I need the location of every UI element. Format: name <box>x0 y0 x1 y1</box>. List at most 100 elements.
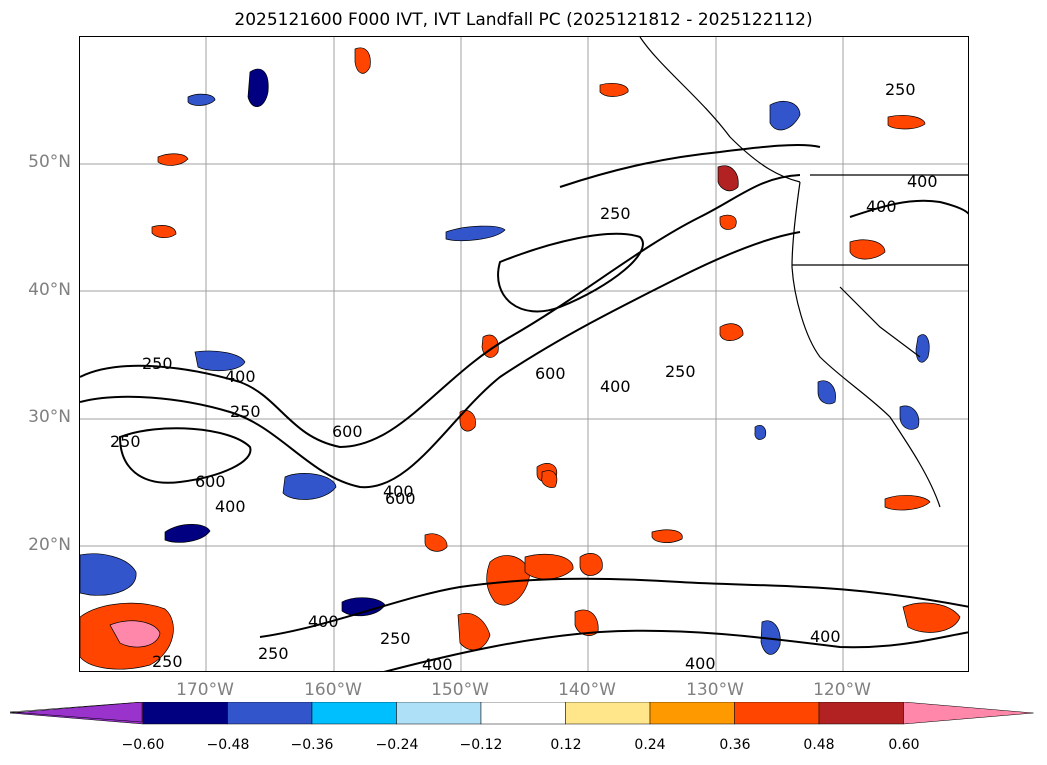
lon-label-150w: 150°W <box>431 680 489 700</box>
contour-label-1: 250 <box>142 354 173 373</box>
blob-w-blue-1 <box>194 350 246 372</box>
blob-w-navy <box>164 524 211 543</box>
blob-e-red-2 <box>719 323 744 341</box>
colorbar-segment-2 <box>227 702 313 725</box>
contour-label-12: 250 <box>665 362 696 381</box>
blob-c-red-3 <box>424 533 448 552</box>
colorbar-segment-5 <box>480 702 566 725</box>
lon-label-130w: 130°W <box>686 680 744 700</box>
colorbar-segment-1 <box>142 702 228 725</box>
lon-label-170w: 170°W <box>176 680 234 700</box>
contour-label-11: 400 <box>600 377 631 396</box>
contour-label-17: 400 <box>810 627 841 646</box>
colorbar-segment-3 <box>311 702 397 725</box>
colorbar-tick-7: 0.24 <box>634 737 666 753</box>
colorbar-segment-7 <box>649 702 735 725</box>
contour-label-5: 400 <box>215 497 246 516</box>
contour-label-19: 400 <box>866 197 897 216</box>
blob-c-blue-1 <box>445 225 506 242</box>
colorbar-tick-2: −0.48 <box>206 737 250 753</box>
lat-label-20n: 20°N <box>28 535 71 555</box>
contour-label-16: 250 <box>258 644 289 663</box>
blob-n-red-1 <box>354 47 371 74</box>
colorbar-outline-left <box>10 702 143 723</box>
lat-label-30n: 30°N <box>28 407 71 427</box>
colorbar-tick-8: 0.36 <box>719 737 751 753</box>
contour-400-main <box>80 231 801 489</box>
blob-s-red-4 <box>457 612 491 651</box>
contour-400-south <box>383 629 968 671</box>
blob-n-orange-1 <box>157 153 189 166</box>
colorbar-segment-6 <box>565 702 651 725</box>
colorbar-extend-high <box>903 702 1034 725</box>
blob-c-red-1 <box>459 410 476 432</box>
blob-sw-blue <box>80 553 137 596</box>
contour-label-21: 400 <box>907 172 938 191</box>
colorbar-tick-4: −0.24 <box>375 737 419 753</box>
blob-e-blue-2 <box>817 380 836 405</box>
blob-s-blue <box>760 620 781 655</box>
lat-label-50n: 50°N <box>28 152 71 172</box>
coastline <box>639 37 968 508</box>
colorbar-segment-4 <box>396 702 482 725</box>
contour-label-8: 250 <box>600 204 631 223</box>
blob-w-blue-2 <box>282 473 337 500</box>
blob-e-blue-1 <box>769 101 801 131</box>
contour-labels: 250 400 250 600 400 600 400 250 600 600 … <box>110 80 938 672</box>
blob-se-red <box>902 602 961 633</box>
border-state-2 <box>839 286 921 358</box>
map-panel[interactable]: 250 400 250 600 400 600 400 250 600 600 … <box>79 36 969 672</box>
contour-label-7: 400 <box>383 482 414 501</box>
blob-n-navy-1 <box>247 68 269 107</box>
contour-label-23: 250 <box>230 402 261 421</box>
contour-250-ne <box>559 143 821 188</box>
blob-n-blue-1 <box>187 93 216 106</box>
lon-label-120w: 120°W <box>813 680 871 700</box>
contour-label-10: 600 <box>385 489 416 508</box>
shaded-field <box>80 47 961 670</box>
blob-e-red-1 <box>717 165 739 192</box>
colorbar-tick-5: −0.12 <box>459 737 503 753</box>
colorbar <box>10 702 1034 725</box>
contour-250-main <box>80 174 801 449</box>
map-title: 2025121600 F000 IVT, IVT Landfall PC (20… <box>234 10 813 30</box>
contour-label-9: 600 <box>535 364 566 383</box>
blob-e-blue-3 <box>899 405 920 430</box>
blob-e-red-6 <box>719 214 737 230</box>
blob-e-red-4 <box>887 115 926 130</box>
blob-e-red-5 <box>599 83 629 97</box>
contour-label-14: 400 <box>422 655 453 672</box>
contour-label-3: 250 <box>110 432 141 451</box>
colorbar-segments <box>10 702 1034 725</box>
contour-label-13: 250 <box>380 629 411 648</box>
colorbar-segment-8 <box>734 702 820 725</box>
lon-label-160w: 160°W <box>304 680 362 700</box>
contour-600-b <box>497 232 644 313</box>
blob-se-orange <box>884 495 931 511</box>
coast-west-us <box>791 181 941 508</box>
colorbar-tick-1: −0.60 <box>121 737 165 753</box>
contour-label-20: 250 <box>885 80 916 99</box>
colorbar-tick-10: 0.60 <box>888 737 920 753</box>
graticule <box>80 37 968 671</box>
blob-e-red-8 <box>541 470 558 488</box>
blob-s-red-3 <box>579 553 603 576</box>
lat-label-40n: 40°N <box>28 280 71 300</box>
coast-alaska <box>639 37 801 183</box>
map-canvas: 250 400 250 600 400 600 400 250 600 600 … <box>80 37 968 672</box>
contour-400-ne <box>849 199 968 218</box>
blob-e-red-7 <box>651 529 683 543</box>
contour-label-22: 400 <box>308 612 339 631</box>
colorbar-tick-9: 0.48 <box>803 737 835 753</box>
lon-label-140w: 140°W <box>558 680 616 700</box>
contour-250-south <box>259 577 968 638</box>
contour-600-a <box>118 427 252 484</box>
contour-label-2: 400 <box>225 367 256 386</box>
blob-e-blue-5 <box>754 424 767 440</box>
contour-label-18: 400 <box>685 654 716 672</box>
blob-sw-pink <box>109 620 161 648</box>
blob-n-red-2 <box>151 225 177 238</box>
contour-label-15: 250 <box>152 652 183 671</box>
colorbar-tick-6: 0.12 <box>550 737 582 753</box>
ivt-contours <box>80 143 968 671</box>
